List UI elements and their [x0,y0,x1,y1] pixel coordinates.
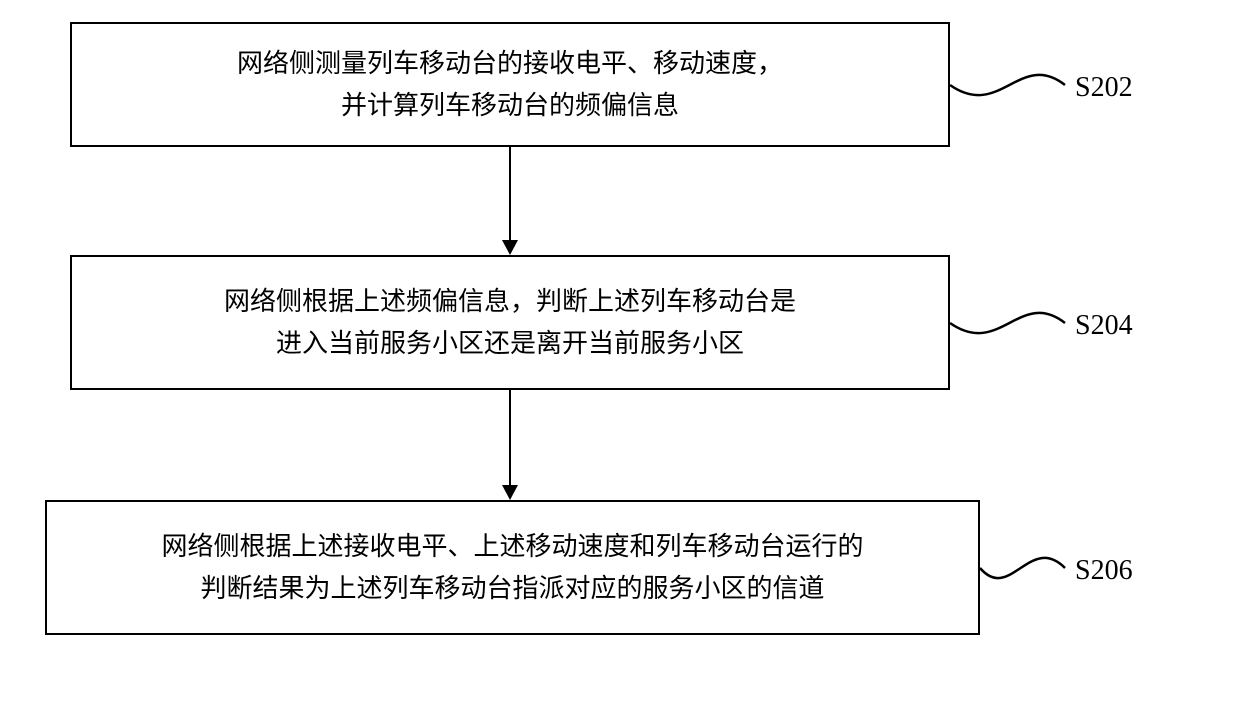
step-text-line1: 网络侧根据上述接收电平、上述移动速度和列车移动台运行的 [161,526,863,568]
step-text-line2: 并计算列车移动台的频偏信息 [341,85,679,127]
step-text-line1: 网络侧根据上述频偏信息，判断上述列车移动台是 [224,281,796,323]
flowchart-step-s206: 网络侧根据上述接收电平、上述移动速度和列车移动台运行的 判断结果为上述列车移动台… [45,500,980,635]
step-label-s202: S202 [1075,72,1133,104]
flowchart-step-s202: 网络侧测量列车移动台的接收电平、移动速度， 并计算列车移动台的频偏信息 [70,22,950,147]
step-label-s206: S206 [1075,555,1133,587]
step-text-line1: 网络侧测量列车移动台的接收电平、移动速度， [237,43,783,85]
flowchart-step-s204: 网络侧根据上述频偏信息，判断上述列车移动台是 进入当前服务小区还是离开当前服务小… [70,255,950,390]
flowchart-container: 网络侧测量列车移动台的接收电平、移动速度， 并计算列车移动台的频偏信息 S202… [0,0,1240,704]
step-text-line2: 进入当前服务小区还是离开当前服务小区 [276,323,744,365]
step-label-s204: S204 [1075,310,1133,342]
step-text-line2: 判断结果为上述列车移动台指派对应的服务小区的信道 [200,568,824,610]
